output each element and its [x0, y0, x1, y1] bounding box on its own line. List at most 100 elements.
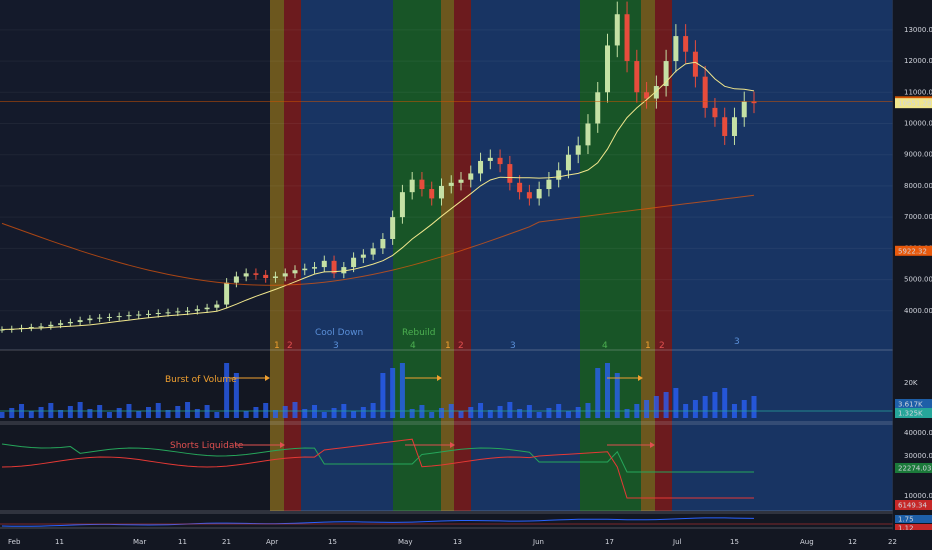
burst-of-volume-label: Burst of Volume [165, 375, 237, 385]
volume-bar-76 [741, 400, 747, 418]
volume-bar-77 [751, 396, 757, 418]
candle-body-15 [145, 313, 151, 315]
volume-bar-12 [116, 408, 122, 418]
price-tick-label: 4000.00 [904, 307, 932, 315]
phase-band-8 [580, 0, 641, 511]
time-tick-label: Jul [672, 538, 682, 546]
time-tick-label: 15 [328, 538, 337, 546]
price-tick-label: 13000.00 [904, 26, 932, 34]
candle-body-6 [58, 323, 64, 325]
candle-body-45 [438, 185, 444, 199]
phase-band-11 [672, 0, 893, 511]
candle-body-35 [341, 267, 347, 274]
time-tick-label: Apr [266, 538, 278, 546]
volume-bar-5 [48, 403, 54, 418]
arrow-burst-1 [230, 375, 270, 381]
volume-bar-36 [351, 411, 357, 418]
volume-bar-19 [185, 402, 191, 418]
price-tag-2 [895, 245, 932, 256]
price-tick-label: 8000.00 [904, 182, 932, 190]
candle-body-42 [409, 179, 415, 193]
indicator-tag-1 [895, 500, 932, 510]
phase-band-9 [641, 0, 655, 511]
volume-bar-11 [106, 412, 112, 418]
phase-band-10 [655, 0, 672, 511]
volume-bar-58 [565, 411, 571, 418]
candle-body-22 [214, 304, 220, 308]
volume-bar-45 [438, 408, 444, 418]
volume-bar-60 [585, 403, 591, 418]
volume-bar-64 [624, 409, 630, 418]
phase-band-7 [471, 0, 580, 511]
candle-body-55 [536, 189, 542, 199]
price-tick-label: 12000.00 [904, 57, 932, 65]
phase-band-4 [393, 0, 441, 511]
indicator-tag-0 [895, 463, 932, 473]
price-axis: 13000.00 12000.00 11000.00 10000.00 9000.00 8… [893, 0, 932, 540]
candles [0, 1, 757, 333]
volume-tag-label-0: 3.617K [898, 401, 923, 409]
arrow-shorts-1 [235, 442, 285, 448]
volume-bar-74 [722, 388, 728, 418]
candle-body-43 [419, 179, 425, 190]
candle-body-73 [712, 107, 718, 118]
candle-body-69 [673, 36, 679, 62]
volume-bar-20 [194, 409, 200, 418]
phase-bands [270, 0, 893, 511]
candle-body-27 [263, 274, 269, 279]
volume-bar-40 [390, 368, 396, 418]
arrow-shorts-2 [405, 442, 455, 448]
arrow-shorts-3 [607, 442, 655, 448]
phase-label-5: 1 [445, 341, 451, 351]
time-axis-background [0, 530, 932, 550]
volume-bar-38 [370, 403, 376, 418]
candle-body-10 [97, 317, 103, 319]
candle-body-66 [644, 92, 650, 99]
time-tick-label: Mar [133, 538, 146, 546]
phase-label-7: 3 [510, 341, 516, 351]
price-tick-label: 7000.00 [904, 213, 932, 221]
time-axis: Feb 11 Mar 11 21 Apr 15 May 13 Jun 17 Jul 15 Aug 12 22 [0, 530, 932, 550]
phase-band-6 [454, 0, 471, 511]
volume-bar-30 [292, 402, 298, 418]
candle-body-77 [751, 101, 757, 104]
volume-bar-24 [233, 373, 239, 418]
volume-bar-62 [605, 363, 611, 418]
candle-body-21 [204, 307, 210, 310]
candle-body-71 [692, 51, 698, 77]
volume-bar-29 [282, 406, 288, 418]
candle-body-3 [28, 327, 34, 329]
candle-body-32 [312, 267, 318, 269]
candle-body-26 [253, 273, 259, 275]
candle-body-46 [448, 182, 454, 186]
volume-bar-55 [536, 412, 542, 418]
candle-body-20 [194, 309, 200, 311]
candle-body-44 [429, 189, 435, 199]
phase-band-2 [284, 0, 301, 511]
candle-body-47 [458, 179, 464, 183]
candle-body-14 [136, 314, 142, 316]
volume-bar-0 [0, 412, 5, 418]
volume-bar-18 [175, 406, 181, 418]
indicator-tick-label: 10000.00 [904, 492, 932, 500]
red-indicator-line [1, 438, 754, 499]
phase-label-1: 1 [274, 341, 280, 351]
candle-body-9 [87, 318, 93, 321]
volume-bar-34 [331, 408, 337, 418]
time-tick-label: 22 [888, 538, 897, 546]
phase-label-4: 4 [410, 341, 416, 351]
bottom-tag-label-0: 1.75 [898, 516, 914, 524]
volume-bar-52 [507, 402, 513, 418]
time-tick-label: Jun [532, 538, 544, 546]
volume-bar-9 [87, 409, 93, 418]
candle-body-70 [683, 36, 689, 52]
volume-bar-10 [97, 405, 103, 418]
volume-bar-50 [487, 410, 493, 418]
volume-bar-73 [712, 392, 718, 418]
volume-bar-59 [575, 407, 581, 418]
price-tag-1 [895, 98, 932, 109]
time-tick-label: 21 [222, 538, 231, 546]
candle-body-48 [468, 173, 474, 180]
candle-body-50 [487, 157, 493, 161]
